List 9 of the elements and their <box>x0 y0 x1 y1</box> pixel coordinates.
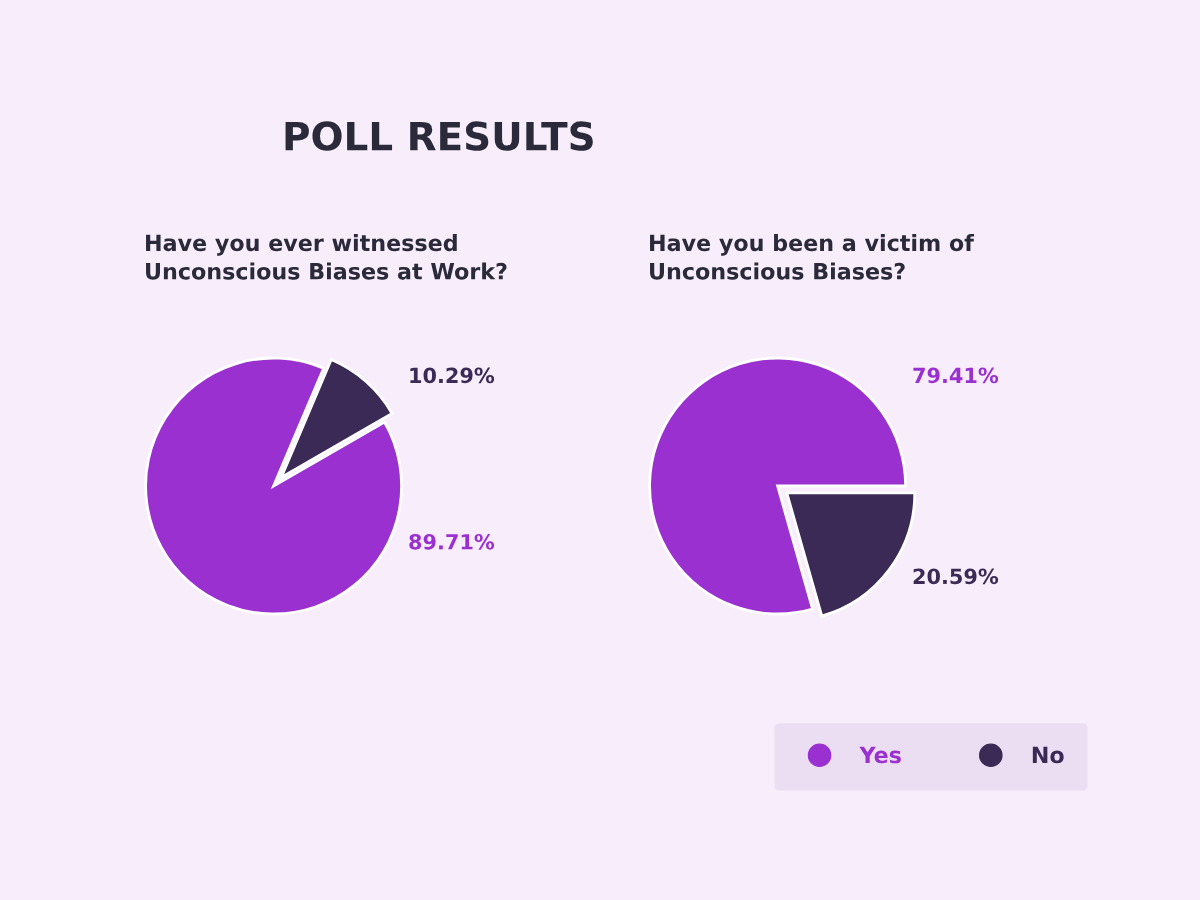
data-label: 20.59% <box>913 568 999 585</box>
legend-label: No <box>1032 746 1064 764</box>
chart-title: Have you ever witnessed Unconscious Biases at Work? <box>146 234 507 280</box>
text: POLL RESULTS <box>285 121 593 151</box>
data-label: 10.29% <box>410 367 495 384</box>
data-label: 89.71% <box>409 533 495 550</box>
legend-label: Yes <box>859 746 901 764</box>
data-label: 79.41% <box>913 367 999 384</box>
chart-title: Have you been a victim of Unconscious Biases? <box>650 234 975 280</box>
